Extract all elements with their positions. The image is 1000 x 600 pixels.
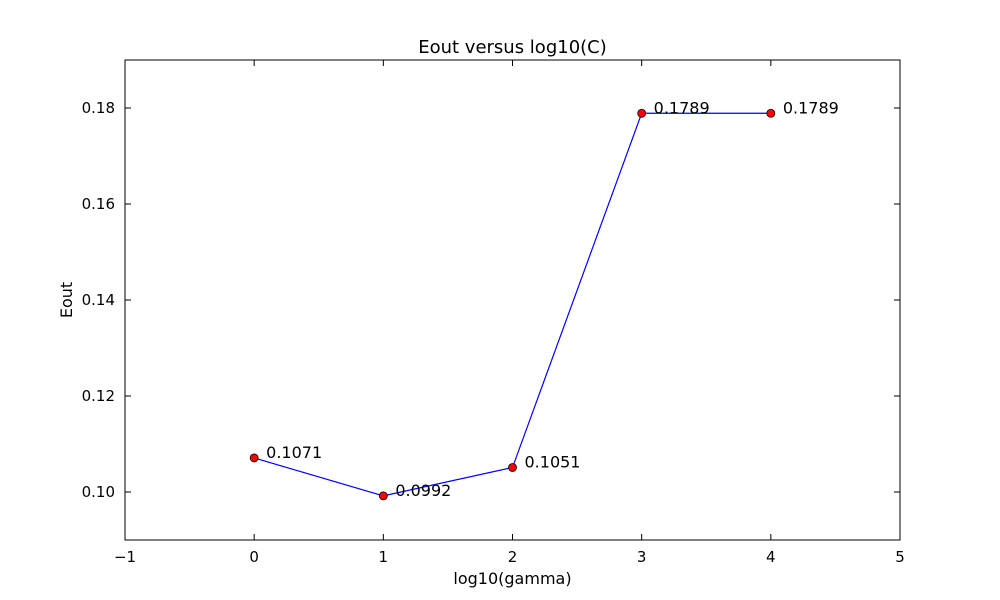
data-point — [249, 453, 259, 463]
x-tick-label: −1 — [114, 548, 136, 566]
x-tick-label: 5 — [895, 548, 905, 566]
data-point — [378, 491, 388, 501]
chart-title: Eout versus log10(C) — [418, 37, 607, 58]
x-tick-label: 4 — [766, 548, 776, 566]
series-layer — [249, 108, 776, 501]
data-label: 0.1051 — [525, 453, 581, 472]
data-point — [508, 463, 517, 472]
y-tick-label: 0.14 — [82, 291, 115, 309]
x-axis-label: log10(gamma) — [453, 569, 571, 588]
data-label: 0.1789 — [654, 98, 710, 117]
data-label: 0.1071 — [266, 443, 322, 462]
y-tick-label: 0.12 — [82, 387, 115, 405]
x-tick-label: 3 — [637, 548, 647, 566]
x-tick-label: 1 — [379, 548, 389, 566]
y-axis-label: Eout — [57, 282, 76, 318]
y-tick-label: 0.16 — [82, 195, 115, 213]
y-tick-label: 0.18 — [82, 99, 115, 117]
data-point — [766, 108, 776, 118]
y-tick-label: 0.10 — [82, 483, 115, 501]
x-tick-label: 2 — [508, 548, 518, 566]
x-tick-label: 0 — [249, 548, 259, 566]
axis-ticks: −1 0 1 2 3 4 5 0.10 0.12 0.14 0.16 0.18 — [82, 60, 905, 566]
data-point — [637, 108, 647, 118]
data-label: 0.1789 — [783, 98, 839, 117]
data-labels: 0.1071 0.0992 0.1051 0.1789 0.1789 — [266, 98, 839, 500]
data-label: 0.0992 — [395, 481, 451, 500]
